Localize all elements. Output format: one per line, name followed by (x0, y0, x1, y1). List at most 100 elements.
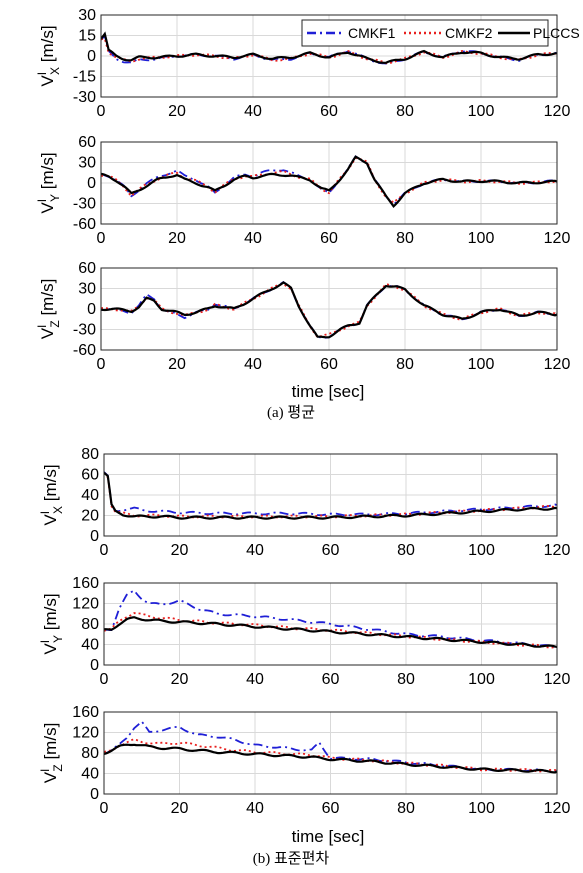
y-tick-label: 30 (78, 155, 96, 172)
y-tick-label: 40 (81, 766, 99, 783)
y-tick-label: -15 (73, 69, 96, 86)
y-tick-label: 40 (81, 637, 99, 654)
x-tick-label: 20 (171, 542, 189, 559)
series-line-plccs (101, 155, 557, 208)
y-tick-label: 0 (90, 528, 99, 545)
x-tick-label: 20 (168, 230, 186, 247)
legend-label-cmkf1: CMKF1 (348, 25, 396, 41)
y-axis-label: VIX [m/s] (35, 25, 62, 86)
x-tick-label: 80 (396, 356, 414, 373)
y-tick-label: 60 (78, 134, 96, 151)
x-tick-label: 20 (171, 800, 189, 817)
y-tick-label: 15 (78, 28, 96, 45)
x-tick-label: 120 (544, 356, 571, 373)
caption-b: (b) 표준편차 (253, 850, 330, 867)
y-tick-label: 80 (81, 446, 99, 463)
legend-label-cmkf2: CMKF2 (445, 25, 493, 41)
x-tick-label: 80 (397, 671, 415, 688)
y-tick-label: 160 (72, 575, 99, 592)
y-tick-label: 20 (81, 508, 99, 525)
axes-frame (103, 453, 558, 537)
x-tick-label: 80 (396, 230, 414, 247)
x-tick-label: 0 (97, 356, 106, 373)
y-tick-label: 80 (81, 745, 99, 762)
y-tick-label: 0 (87, 48, 96, 65)
x-tick-label: 120 (544, 103, 571, 120)
x-tick-label: 0 (100, 800, 109, 817)
x-tick-label: 40 (244, 356, 262, 373)
y-tick-label: 160 (72, 704, 99, 721)
axes-frame (100, 14, 558, 98)
series-line-plccs (104, 616, 557, 649)
legend: CMKF1 CMKF2 PLCCS (301, 19, 580, 47)
x-tick-label: 20 (168, 103, 186, 120)
y-axis-label: VIX [m/s] (38, 464, 65, 525)
y-tick-label: -30 (73, 322, 96, 339)
y-tick-label: 60 (78, 260, 96, 277)
axes-frame (103, 582, 558, 666)
x-tick-label: 120 (544, 542, 571, 559)
caption-a: (a) 평균 (267, 404, 315, 421)
x-tick-label: 60 (322, 542, 340, 559)
x-tick-label: 40 (246, 671, 264, 688)
x-tick-label: 40 (244, 103, 262, 120)
axes-frame (100, 141, 558, 225)
x-tick-label: 100 (468, 800, 495, 817)
x-tick-label: 80 (397, 542, 415, 559)
series-line-cmkf2 (104, 738, 557, 773)
series-line-cmkf1 (104, 471, 557, 517)
y-axis-label: VIZ [m/s] (35, 279, 62, 340)
series-line-plccs (101, 31, 557, 64)
axes-frame (100, 267, 558, 351)
x-axis-title-a: time [sec] (292, 382, 365, 401)
y-tick-label: -60 (73, 342, 96, 359)
x-tick-label: 100 (468, 542, 495, 559)
x-tick-label: 100 (468, 356, 495, 373)
series-line-cmkf1 (104, 589, 557, 648)
x-tick-label: 60 (322, 671, 340, 688)
y-tick-label: 30 (78, 281, 96, 298)
x-tick-label: 80 (397, 800, 415, 817)
y-tick-label: 120 (72, 725, 99, 742)
x-tick-label: 20 (168, 356, 186, 373)
x-tick-label: 100 (468, 103, 495, 120)
y-axis-label: VIZ [m/s] (38, 723, 65, 784)
x-tick-label: 60 (322, 800, 340, 817)
x-tick-label: 40 (246, 800, 264, 817)
y-axis-label: VIY [m/s] (38, 593, 65, 654)
series-line-plccs (101, 281, 557, 339)
x-tick-label: 60 (320, 356, 338, 373)
y-tick-label: -30 (73, 196, 96, 213)
x-tick-label: 120 (544, 230, 571, 247)
x-tick-label: 80 (396, 103, 414, 120)
y-tick-label: 0 (87, 175, 96, 192)
y-axis-label: VIY [m/s] (35, 152, 62, 213)
axes-frame (103, 711, 558, 795)
y-tick-label: 0 (90, 657, 99, 674)
y-tick-label: -30 (73, 89, 96, 106)
x-tick-label: 60 (320, 230, 338, 247)
y-tick-label: 80 (81, 616, 99, 633)
series-line-plccs (104, 471, 557, 520)
y-tick-label: 60 (81, 467, 99, 484)
x-tick-label: 0 (97, 103, 106, 120)
y-tick-label: 40 (81, 487, 99, 504)
x-tick-label: 120 (544, 671, 571, 688)
x-tick-label: 0 (100, 671, 109, 688)
series-line-plccs (104, 743, 557, 774)
x-tick-label: 100 (468, 230, 495, 247)
series-line-cmkf2 (101, 282, 557, 339)
x-tick-label: 0 (100, 542, 109, 559)
legend-label-plccs: PLCCS (533, 25, 580, 41)
x-tick-label: 40 (244, 230, 262, 247)
x-tick-label: 40 (246, 542, 264, 559)
y-tick-label: 0 (90, 786, 99, 803)
x-tick-label: 0 (97, 230, 106, 247)
x-tick-label: 20 (171, 671, 189, 688)
